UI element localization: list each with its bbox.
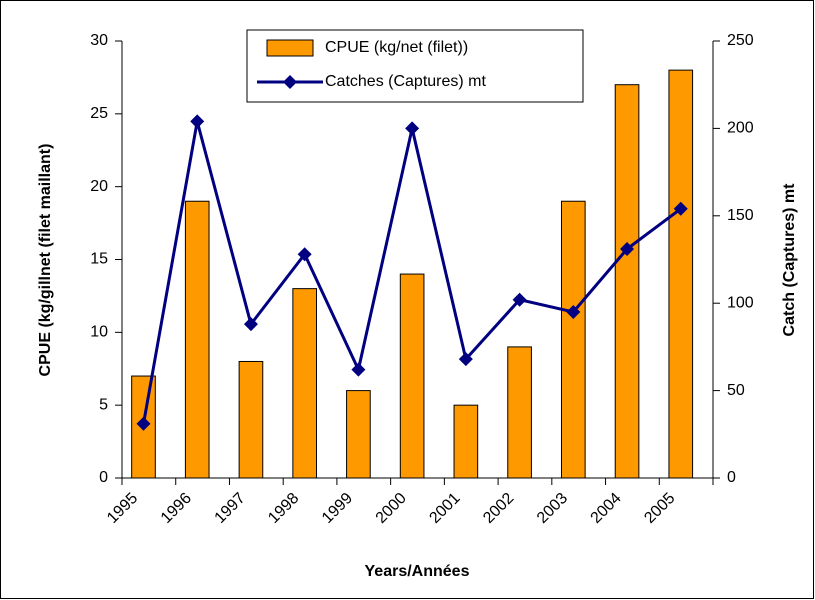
- y2-tick-label: 150: [727, 207, 754, 224]
- y2-axis-title: Catch (Captures) mt: [781, 183, 798, 337]
- bar: [346, 390, 371, 479]
- marker: [512, 292, 527, 307]
- marker: [566, 304, 581, 319]
- y-tick-label: 20: [90, 178, 108, 195]
- y2-tick-label: 200: [727, 120, 754, 137]
- legend-marker: [283, 75, 297, 89]
- y-tick-label: 15: [90, 251, 108, 268]
- y-tick-label: 25: [90, 105, 108, 122]
- marker: [190, 114, 205, 129]
- marker: [243, 317, 258, 332]
- marker: [405, 121, 420, 136]
- y2-tick-label: 250: [727, 32, 754, 49]
- bar: [238, 360, 264, 479]
- bar: [668, 69, 694, 479]
- marker: [136, 416, 151, 431]
- bar: [560, 200, 586, 479]
- y-tick-label: 10: [90, 324, 108, 341]
- marker: [620, 242, 635, 257]
- marker: [458, 352, 473, 367]
- legend-label: CPUE (kg/net (filet)): [325, 39, 468, 56]
- y-tick-label: 0: [99, 469, 108, 486]
- legend-label: Catches (Captures) mt: [325, 73, 486, 90]
- bar: [614, 84, 640, 479]
- y-tick-label: 30: [90, 32, 108, 49]
- bar: [292, 288, 317, 479]
- legend-swatch: [266, 39, 314, 57]
- y-axis-title: CPUE (kg/gillnet (filet maillant): [37, 144, 54, 377]
- y-tick-label: 5: [99, 396, 108, 413]
- bar: [453, 404, 479, 479]
- marker: [673, 201, 688, 216]
- x-axis-title: Years/Années: [365, 563, 470, 580]
- bar: [399, 273, 425, 479]
- marker: [297, 247, 312, 262]
- y2-tick-label: 100: [727, 294, 754, 311]
- bar: [507, 346, 532, 479]
- y2-tick-label: 0: [727, 469, 736, 486]
- bar: [184, 200, 210, 479]
- marker: [351, 362, 366, 377]
- y2-tick-label: 50: [727, 382, 745, 399]
